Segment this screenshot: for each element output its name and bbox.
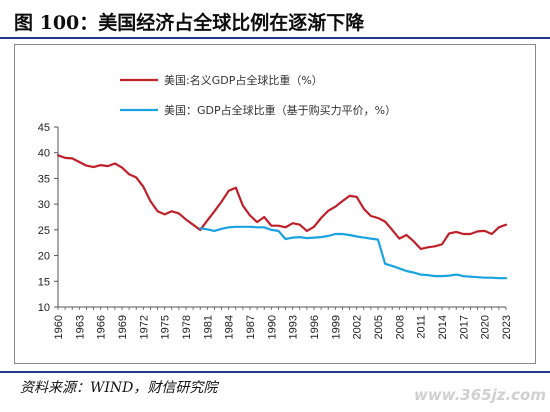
figure-title: 图 100：美国经济占全球比例在逐渐下降 [14, 12, 365, 34]
watermark: www.365jz.com [413, 386, 546, 404]
chart-axes: 10 15 20 25 30 35 40 45 1960 1963 1966 1969 1972 1975… [38, 122, 513, 339]
x-tick-label: 1978 [181, 315, 193, 339]
y-tick-label: 40 [38, 148, 50, 160]
title-rule [0, 37, 550, 39]
y-tick-label: 25 [38, 225, 50, 237]
x-tick-label: 1999 [330, 315, 342, 339]
x-tick-label: 2005 [373, 315, 385, 339]
x-tick-label: 2017 [458, 315, 470, 339]
x-tick-label: 2011 [416, 315, 428, 339]
x-tick-label: 1960 [53, 315, 65, 339]
x-tick-label: 1990 [266, 315, 278, 339]
x-tick-label: 1996 [309, 315, 321, 339]
chart-frame [14, 44, 536, 364]
x-tick-label: 1993 [288, 315, 300, 339]
bottom-rule [0, 371, 550, 373]
source-note: 资料来源：WIND，财信研究院 [20, 380, 218, 396]
x-tick-label: 1963 [74, 315, 86, 339]
series-ppp-gdp-share [199, 225, 508, 280]
legend-ppp-label: 美国：GDP占全球比重（基于购买力平价，%） [164, 103, 396, 117]
x-tick-label: 1969 [117, 315, 129, 339]
y-tick-label: 20 [38, 251, 50, 263]
y-tick-label: 10 [38, 302, 50, 314]
x-tick-label: 1987 [245, 315, 257, 339]
y-tick-label: 35 [38, 173, 50, 185]
chart-series [56, 154, 508, 280]
x-tick-label: 1975 [160, 315, 172, 339]
chart-legend: 美国:名义GDP占全球比重（%） 美国：GDP占全球比重（基于购买力平价，%） [120, 73, 396, 117]
x-tick-label: 2023 [501, 315, 513, 339]
y-tick-label: 30 [38, 199, 50, 211]
x-tick-label: 2002 [352, 315, 364, 339]
series-nominal-gdp-share [56, 154, 508, 250]
y-tick-label: 45 [38, 122, 50, 134]
legend-nominal-label: 美国:名义GDP占全球比重（%） [164, 73, 323, 87]
x-tick-label: 1972 [138, 315, 150, 339]
x-tick-label: 1966 [96, 315, 108, 339]
x-tick-label: 1984 [224, 315, 236, 339]
x-tick-label: 2014 [437, 315, 449, 339]
y-tick-label: 15 [38, 276, 50, 288]
x-tick-label: 1981 [202, 315, 214, 339]
x-tick-label: 2020 [480, 315, 492, 339]
x-tick-label: 2008 [394, 315, 406, 339]
